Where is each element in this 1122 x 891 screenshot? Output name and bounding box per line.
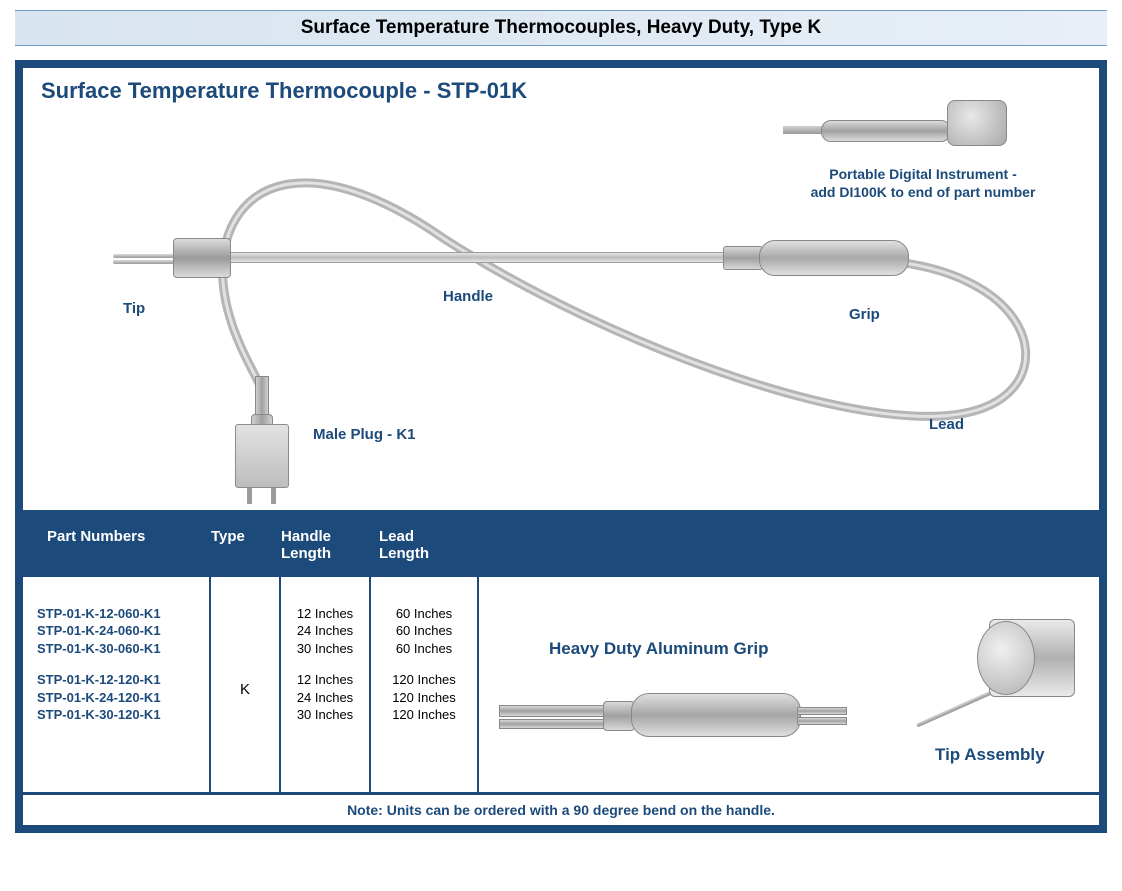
spec-table-body: STP-01-K-12-060-K1 STP-01-K-24-060-K1 ST…	[23, 577, 1099, 792]
page-title: Surface Temperature Thermocouples, Heavy…	[301, 17, 822, 38]
label-male-plug: Male Plug - K1	[313, 426, 416, 443]
lead-length: 120 Inches	[379, 706, 469, 724]
col-body-part: STP-01-K-12-060-K1 STP-01-K-24-060-K1 ST…	[23, 577, 211, 792]
grip-body-icon	[759, 240, 909, 276]
footer-note: Note: Units can be ordered with a 90 deg…	[23, 792, 1099, 825]
part-number: STP-01-K-24-120-K1	[37, 689, 201, 707]
col-header-type: Type	[211, 528, 281, 563]
handle-length: 24 Inches	[289, 622, 361, 640]
col-body-lead: 60 Inches 60 Inches 60 Inches 120 Inches…	[371, 577, 479, 792]
lead-length: 60 Inches	[379, 640, 469, 658]
handle-length: 30 Inches	[289, 640, 361, 658]
part-number: STP-01-K-30-060-K1	[37, 640, 201, 658]
caption-line1: Portable Digital Instrument -	[829, 166, 1016, 182]
col-body-type: K	[211, 577, 281, 792]
label-tip-detail: Tip Assembly	[935, 745, 1045, 765]
label-grip: Grip	[849, 306, 880, 323]
col-header-part: Part Numbers	[31, 528, 211, 563]
plug-body-icon	[235, 424, 289, 488]
portable-instrument-caption: Portable Digital Instrument - add DI100K…	[793, 166, 1053, 201]
col-header-lead: LeadLength	[371, 528, 471, 563]
grip-detail-icon	[499, 675, 839, 755]
type-value: K	[240, 681, 250, 698]
spec-table-header: Part Numbers Type HandleLength LeadLengt…	[23, 518, 1099, 577]
handle-length: 24 Inches	[289, 689, 361, 707]
grip-ferrule-icon	[723, 246, 763, 270]
col-header-handle: HandleLength	[281, 528, 371, 563]
tip-detail-icon	[879, 595, 1089, 725]
tip-pin-icon	[113, 254, 173, 258]
tip-pin-icon	[113, 260, 173, 264]
plug-pin-icon	[271, 488, 276, 504]
lead-length: 120 Inches	[379, 689, 469, 707]
label-grip-detail: Heavy Duty Aluminum Grip	[549, 639, 768, 659]
col-body-handle: 12 Inches 24 Inches 30 Inches 12 Inches …	[281, 577, 371, 792]
product-diagram: Surface Temperature Thermocouple - STP-0…	[23, 68, 1099, 518]
label-tip: Tip	[123, 300, 145, 317]
page-title-bar: Surface Temperature Thermocouples, Heavy…	[15, 10, 1107, 46]
lead-length: 120 Inches	[379, 671, 469, 689]
product-panel: Surface Temperature Thermocouple - STP-0…	[15, 60, 1107, 833]
extras-area: Heavy Duty Aluminum Grip Tip Assembly	[479, 577, 1099, 792]
portable-instrument-icon	[783, 98, 1043, 158]
part-number: STP-01-K-30-120-K1	[37, 706, 201, 724]
label-handle: Handle	[443, 288, 493, 305]
handle-length: 12 Inches	[289, 605, 361, 623]
part-number: STP-01-K-24-060-K1	[37, 622, 201, 640]
caption-line2: add DI100K to end of part number	[811, 184, 1036, 200]
handle-bar-icon	[228, 252, 738, 263]
lead-length: 60 Inches	[379, 605, 469, 623]
label-lead: Lead	[929, 416, 964, 433]
part-number: STP-01-K-12-060-K1	[37, 605, 201, 623]
footer-note-text: Note: Units can be ordered with a 90 deg…	[347, 802, 775, 818]
lead-length: 60 Inches	[379, 622, 469, 640]
plug-pin-icon	[247, 488, 252, 504]
handle-length: 30 Inches	[289, 706, 361, 724]
handle-length: 12 Inches	[289, 671, 361, 689]
part-number: STP-01-K-12-120-K1	[37, 671, 201, 689]
tip-body-icon	[173, 238, 231, 278]
